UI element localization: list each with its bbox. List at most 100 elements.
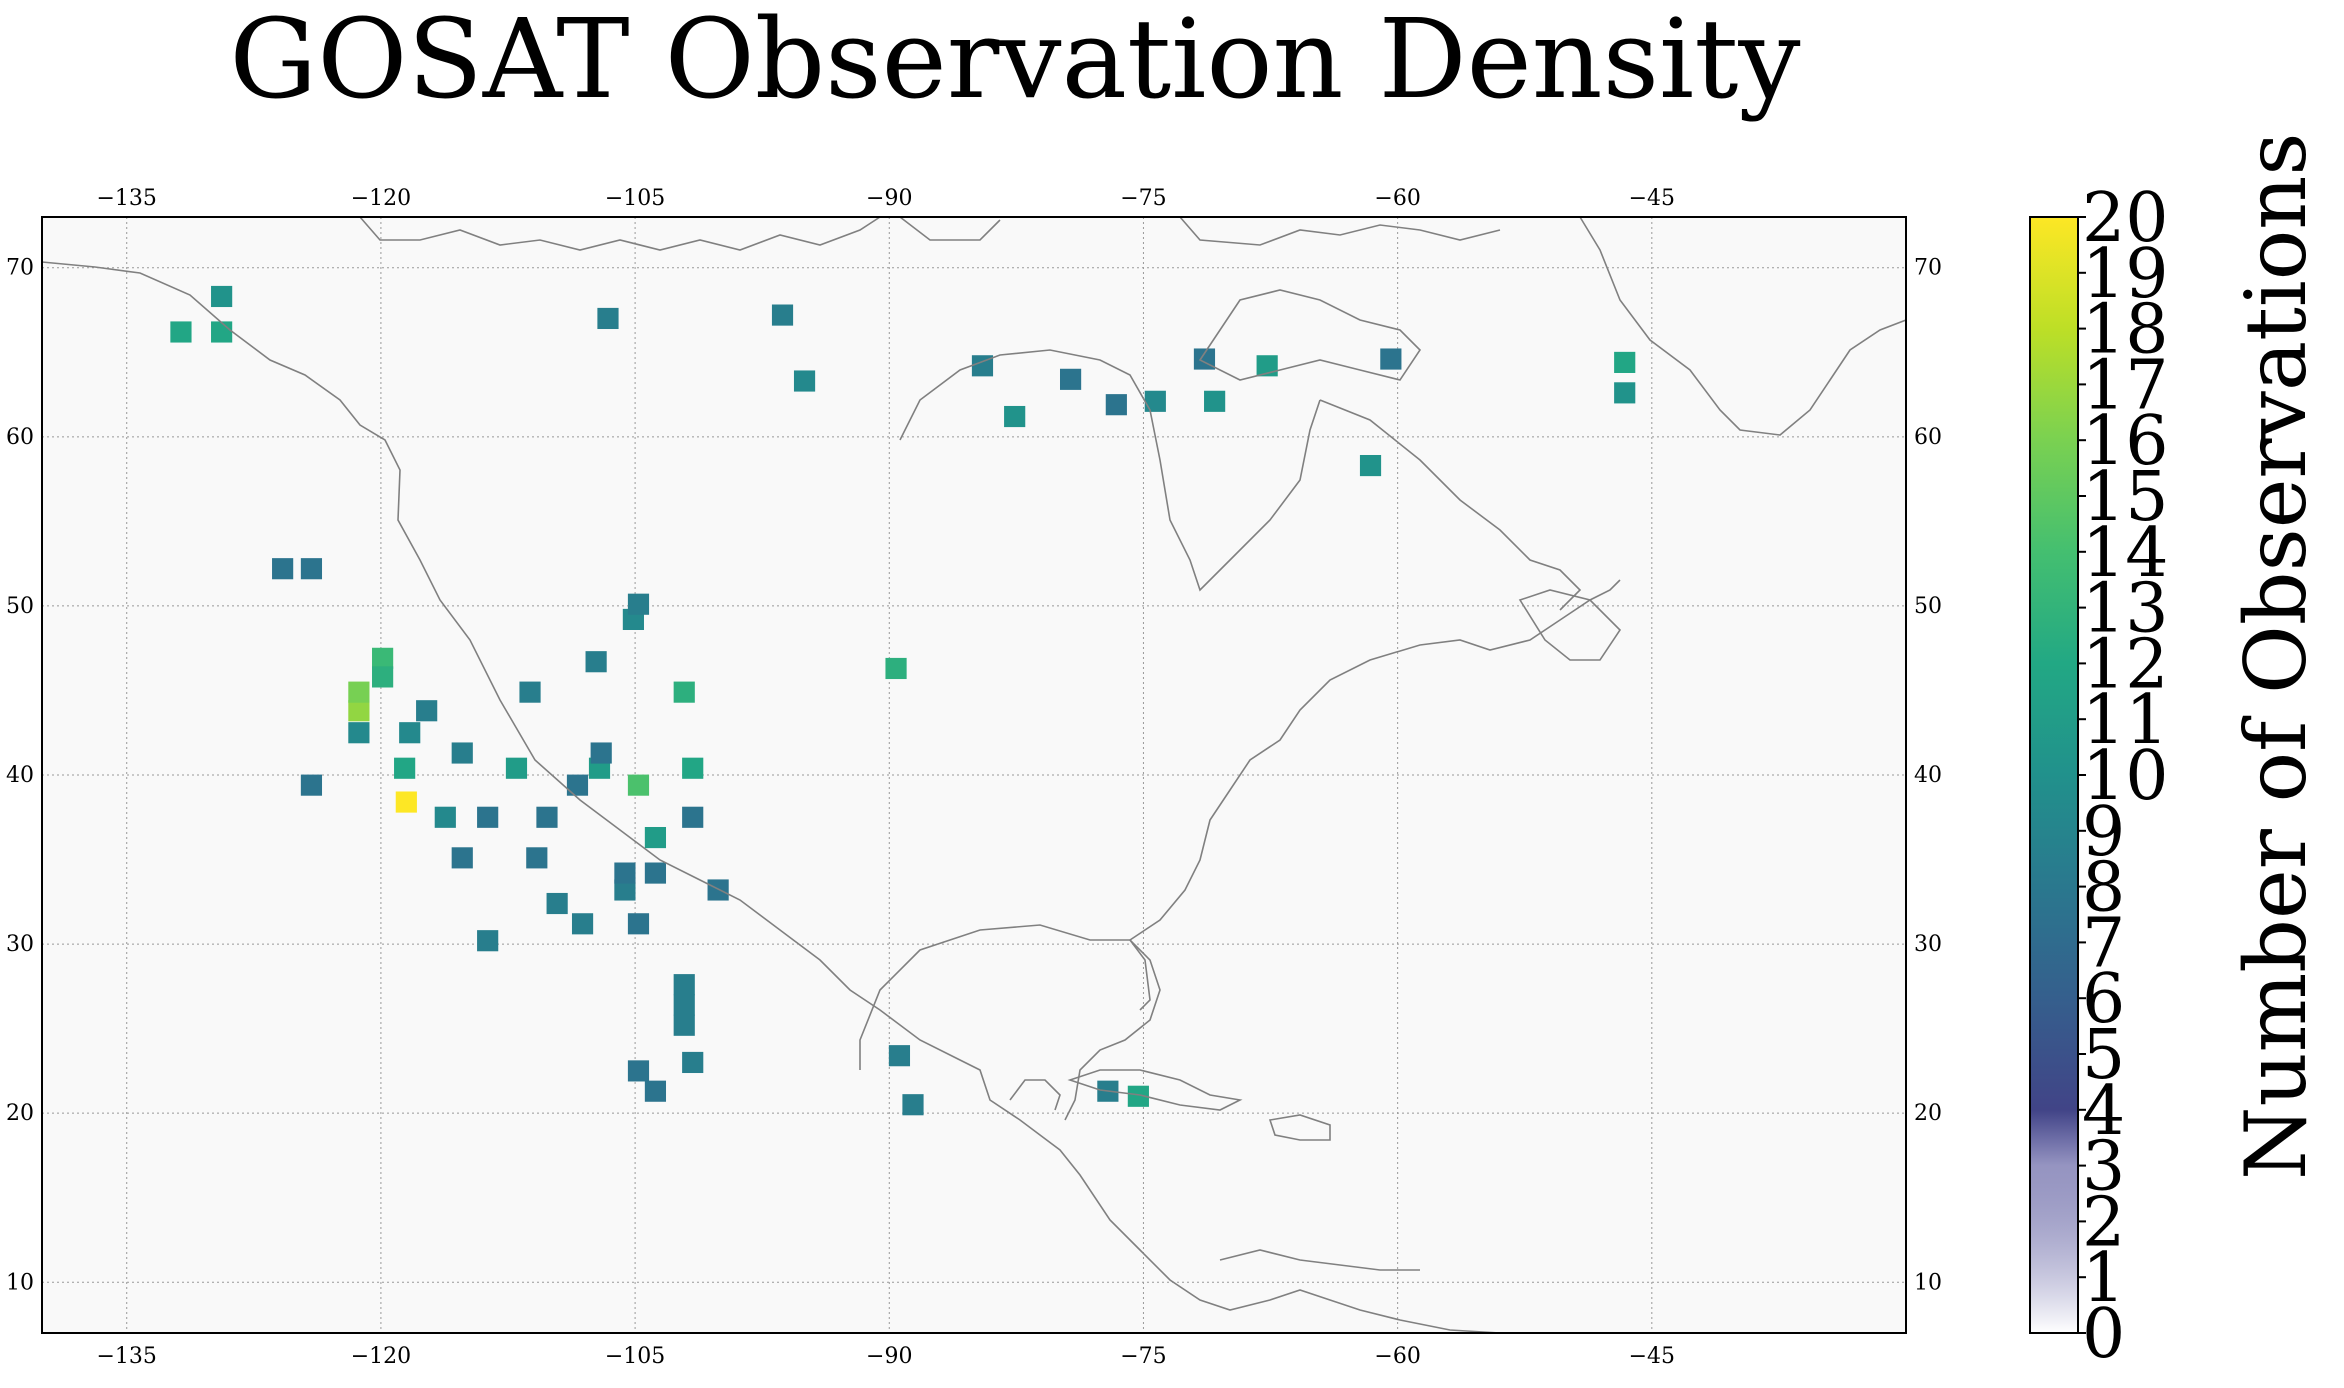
colorbar-tick-label: 8 [2082,849,2125,928]
coastlines [41,216,1907,1334]
heatmap-cell [348,681,370,703]
heatmap-cell [793,370,816,392]
colorbar-tick-label: 4 [2082,1072,2125,1151]
heatmap-cell [1614,351,1636,373]
heatmap-cell [902,1094,924,1116]
heatmap-cell [1059,368,1082,390]
colorbar-tick-label: 11 [2082,681,2169,760]
heatmap-cell [372,666,394,688]
heatmap-cell [590,742,612,764]
heatmap-cell [451,847,473,869]
heatmap-cell [971,355,994,377]
plot-frame [41,216,1907,1334]
heatmap-cell [536,806,558,828]
x-tick-label: −90 [866,186,912,211]
colorbar-tick-label: 20 [2082,179,2169,258]
y-tick-label: 10 [1914,1270,1942,1295]
x-tick-label: −120 [351,186,411,211]
y-tick-label: 40 [1914,763,1942,788]
y-tick-label: 60 [6,425,34,450]
heatmap-cell [546,892,568,915]
axis-ticks: −135 −135 −120 −120 −105 −105 −90 −90 −75 −75 −60 −… [6,186,1942,1369]
colorbar-tick-label: 19 [2082,235,2169,314]
heatmap-cell [707,879,729,901]
heatmap-cell [272,558,294,580]
colorbar-tick-label: 18 [2082,291,2169,370]
heatmap-cell [1359,454,1382,477]
heatmap-cell [682,806,704,828]
y-tick-label: 20 [1914,1101,1942,1126]
heatmap-cells [170,285,1636,1116]
heatmap-cell [477,806,499,828]
colorbar-label: Number of Observations [2227,132,2325,1181]
heatmap-cell [644,1080,667,1102]
heatmap-cell [505,757,528,779]
heatmap-cell [1144,390,1166,412]
heatmap-cell [1204,390,1226,412]
heatmap-cell [477,930,499,952]
coastline-labrador [1319,399,1582,611]
heatmap-cell [644,862,667,884]
heatmap-cell [348,700,370,722]
coastline-gulf-mexico [859,924,1161,1121]
colorbar-tick-label: 10 [2082,737,2169,816]
y-tick-label: 20 [6,1101,34,1126]
coastline-yucatan [1009,1079,1061,1111]
coastline-newfoundland [1518,589,1622,661]
coastline-florida [1129,939,1151,1011]
heatmap-cell [434,806,456,828]
colorbar-tick-label: 7 [2082,904,2125,983]
gridlines [42,217,1906,1333]
heatmap-cell [627,913,650,935]
coastline-cuba [1067,1069,1243,1111]
heatmap-cell [399,722,421,744]
heatmap-cell [673,681,695,703]
colorbar-tick-label: 9 [2082,793,2125,872]
heatmap-cell [300,558,323,580]
colorbar-tick-label: 17 [2082,346,2169,425]
colorbar-tick-label: 3 [2082,1128,2125,1207]
heatmap-cell [673,1014,695,1036]
y-tick-label: 10 [6,1270,34,1295]
heatmap-cell [682,757,704,779]
colorbar-tick-label: 6 [2082,960,2125,1039]
coastline-baffin [1198,289,1422,381]
colorbar-tick-label: 5 [2082,1016,2125,1095]
colorbar-tick-label: 0 [2082,1295,2125,1374]
heatmap-cell [348,722,370,744]
heatmap-cell [644,826,667,849]
heatmap-cell [372,647,394,669]
heatmap-cell [1614,382,1636,404]
y-tick-label: 40 [6,763,34,788]
colorbar-tick-label: 12 [2082,625,2169,704]
coastline-hudson-bay [899,349,1321,592]
heatmap-cell [416,700,438,722]
x-tick-label: −105 [605,186,665,211]
colorbar-tick-label: 1 [2082,1239,2125,1318]
heatmap-cell [1127,1085,1149,1107]
colorbar-tick-label: 13 [2082,570,2169,649]
heatmap-cell [771,304,794,326]
y-tick-label: 50 [1914,594,1942,619]
heatmap-cell [888,1045,911,1067]
x-tick-label: −135 [97,186,157,211]
x-tick-label: −135 [97,1344,157,1369]
colorbar-tick-label: 15 [2082,458,2169,537]
heatmap-cell [627,774,650,796]
heatmap-cell [682,1051,704,1074]
heatmap-cell [885,657,907,680]
y-tick-label: 30 [1914,932,1942,957]
colorbar-tick-label: 16 [2082,402,2169,481]
y-tick-label: 70 [1914,256,1942,281]
y-tick-label: 30 [6,932,34,957]
heatmap-cell [519,681,541,703]
heatmap-cell [566,774,589,796]
x-tick-label: −45 [1629,1344,1675,1369]
x-tick-label: −60 [1374,1344,1420,1369]
y-tick-label: 50 [6,594,34,619]
heatmap-cell [614,862,636,884]
heatmap-cell [673,974,695,996]
